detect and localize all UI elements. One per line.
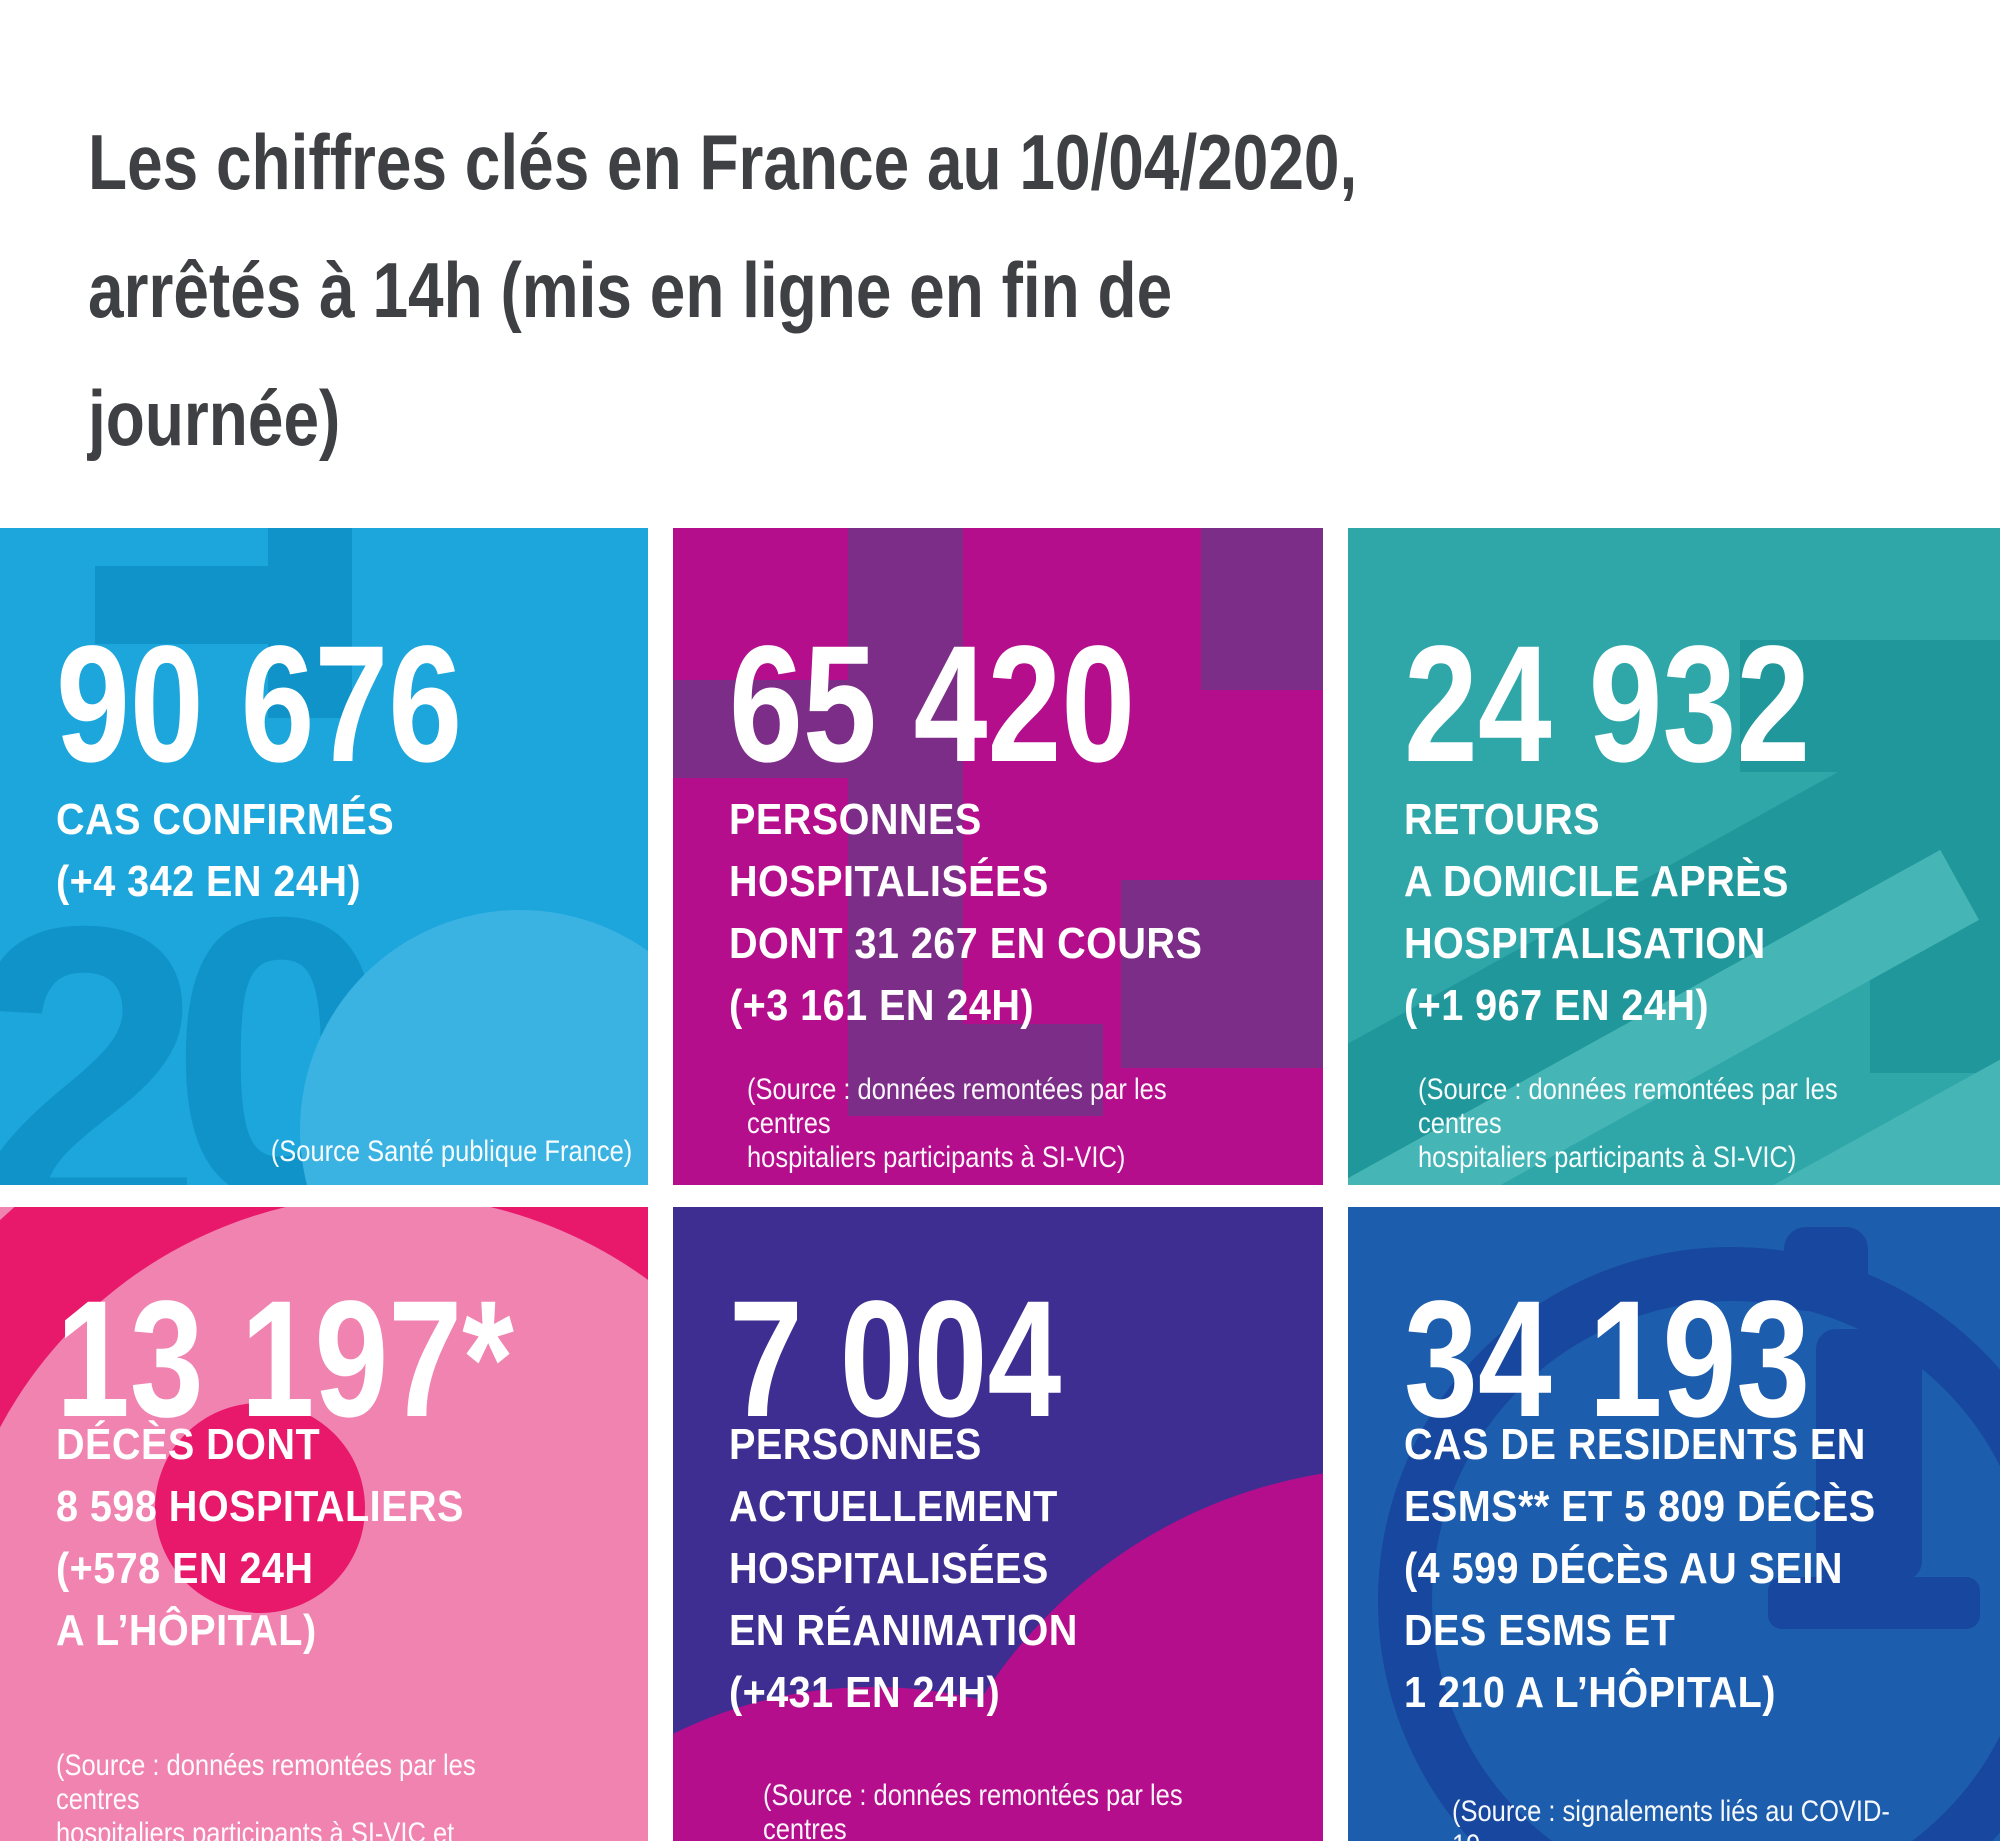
- stat-value: 24 932: [1404, 612, 1811, 797]
- dot-watermark: [1784, 1227, 1868, 1311]
- stat-value: 90 676: [56, 612, 463, 797]
- stat-source: (Source : données remontées par les cent…: [747, 1073, 1167, 1174]
- block-watermark: [848, 528, 963, 1116]
- block-watermark: [951, 1024, 1103, 1116]
- bullseye-center-watermark: [155, 1403, 365, 1613]
- stat-value: 13 197*: [56, 1267, 514, 1452]
- stat-label: PERSONNES HOSPITALISÉES DONT 31 267 EN C…: [729, 795, 1203, 1030]
- block-watermark: [1201, 528, 1323, 690]
- numeral-2-watermark: 2: [0, 838, 205, 1185]
- plus-watermark-icon: [95, 566, 352, 644]
- stat-source: (Source : données remontées par les cent…: [763, 1779, 1183, 1841]
- stat-value: 65 420: [729, 612, 1136, 797]
- tile-personnes-hospitalisees: 65 420 PERSONNES HOSPITALISÉES DONT 31 2…: [673, 528, 1323, 1185]
- tile-deces: 13 197* DÉCÈS DONT 8 598 HOSPITALIERS (+…: [0, 1207, 648, 1841]
- tile-residents-esms: 34 193 CAS DE RESIDENTS EN ESMS** ET 5 8…: [1348, 1207, 2000, 1841]
- stat-value: 7 004: [729, 1267, 1062, 1452]
- block-watermark: [673, 680, 848, 778]
- tile-reanimation: 7 004 PERSONNES ACTUELLEMENT HOSPITALISÉ…: [673, 1207, 1323, 1841]
- stat-label: PERSONNES ACTUELLEMENT HOSPITALISÉES EN …: [729, 1420, 1078, 1717]
- stat-value: 34 193: [1404, 1267, 1811, 1452]
- block-watermark: [1121, 880, 1323, 1068]
- stat-label: CAS DE RESIDENTS EN ESMS** ET 5 809 DÉCÈ…: [1404, 1420, 1876, 1717]
- stat-label: DÉCÈS DONT 8 598 HOSPITALIERS (+578 EN 2…: [56, 1420, 464, 1655]
- numeral-1-watermark: [1816, 1329, 1922, 1581]
- stat-label: RETOURS A DOMICILE APRÈS HOSPITALISATION…: [1404, 795, 1789, 1030]
- stat-source: (Source : signalements liés au COVID-19 …: [1452, 1795, 1890, 1841]
- stat-label: CAS CONFIRMÉS (+4 342 EN 24H): [56, 795, 395, 906]
- block-watermark: [1740, 640, 1870, 772]
- stat-source: (Source Santé publique France): [270, 1135, 632, 1168]
- numeral-1-base-watermark: [1768, 1577, 1980, 1629]
- stat-source: (Source : données remontées par les cent…: [1418, 1073, 1838, 1174]
- tile-cas-confirmes: 2 0 90 676 CAS CONFIRMÉS (+4 342 EN 24H)…: [0, 528, 648, 1185]
- page-title: Les chiffres clés en France au 10/04/202…: [88, 118, 1358, 463]
- tile-retours-domicile: 24 932 RETOURS A DOMICILE APRÈS HOSPITAL…: [1348, 528, 2000, 1185]
- stat-source: (Source : données remontées par les cent…: [56, 1749, 476, 1841]
